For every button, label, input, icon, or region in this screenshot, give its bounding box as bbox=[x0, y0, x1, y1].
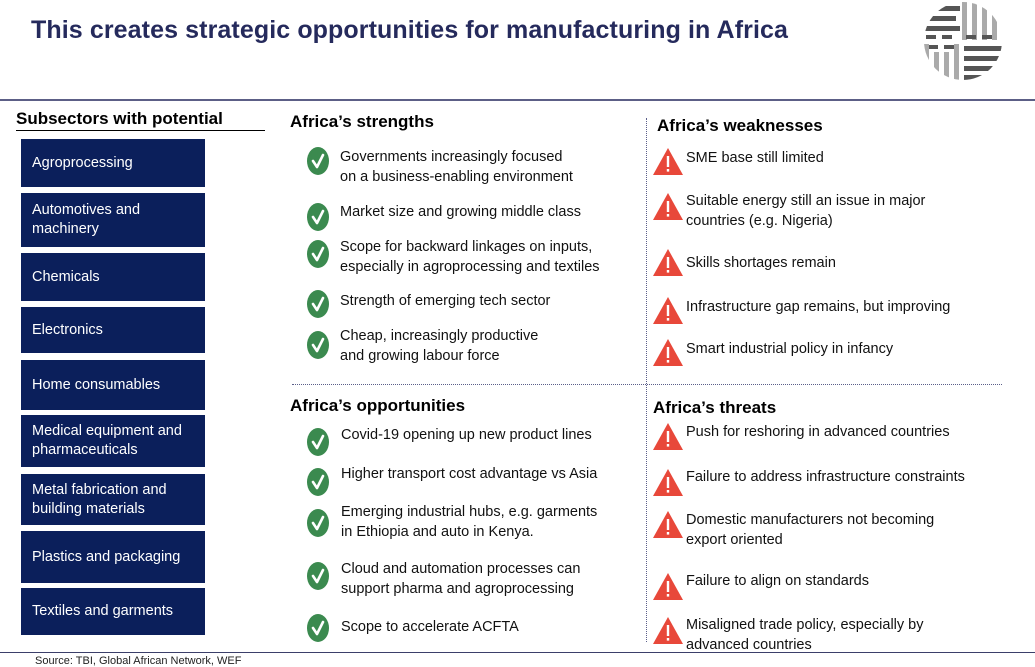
subsector-label: Metal fabrication and building materials bbox=[32, 481, 167, 517]
opportunity-line: Covid-19 opening up new product lines bbox=[341, 427, 592, 443]
threat-item: Failure to address infrastructure constr… bbox=[652, 468, 965, 498]
quadrant-vertical-divider bbox=[646, 118, 647, 642]
subsectors-heading: Subsectors with potential bbox=[16, 109, 265, 131]
subsector-label: Home consumables bbox=[32, 376, 161, 393]
check-circle-icon bbox=[307, 240, 329, 268]
subsector-box: Medical equipment and pharmaceuticals bbox=[21, 415, 205, 467]
subsector-label: Agroprocessing bbox=[32, 154, 133, 171]
warning-triangle-icon bbox=[653, 469, 683, 496]
quadrant-horizontal-divider bbox=[292, 384, 1002, 385]
subsector-label: Medical equipment and pharmaceuticals bbox=[32, 423, 182, 458]
threat-item: Misaligned trade policy, especially by ad… bbox=[652, 616, 924, 655]
page-title: This creates strategic opportunities for… bbox=[31, 16, 788, 44]
subsector-box: Electronics bbox=[21, 307, 205, 353]
strength-line: Governments increasingly focused bbox=[340, 149, 563, 165]
subsector-label: Electronics bbox=[32, 321, 103, 338]
opportunity-line: support pharma and agroprocessing bbox=[341, 580, 574, 597]
subsector-box: Plastics and packaging bbox=[21, 531, 205, 583]
warning-triangle-icon bbox=[653, 297, 683, 324]
threat-item: Push for reshoring in advanced countries bbox=[652, 422, 950, 452]
strength-line: Scope for backward linkages on inputs, bbox=[340, 239, 593, 255]
check-circle-icon bbox=[307, 147, 329, 175]
weakness-item: Suitable energy still an issue in major c… bbox=[652, 192, 925, 231]
warning-triangle-icon bbox=[653, 249, 683, 276]
opportunity-item: Covid-19 opening up new product lines bbox=[307, 427, 592, 456]
warning-triangle-icon bbox=[653, 193, 683, 220]
strength-line: and growing labour force bbox=[340, 347, 500, 364]
woven-circle-logo-icon bbox=[924, 2, 1002, 80]
strength-line: Market size and growing middle class bbox=[340, 204, 581, 220]
check-circle-icon bbox=[307, 428, 329, 456]
opportunity-item: Emerging industrial hubs, e.g. garments i… bbox=[307, 504, 597, 542]
warning-triangle-icon bbox=[653, 511, 683, 538]
weakness-item: SME base still limited bbox=[652, 147, 824, 177]
threat-line: Misaligned trade policy, especially by bbox=[686, 617, 924, 633]
weakness-item: Smart industrial policy in infancy bbox=[652, 338, 893, 368]
threat-line: advanced countries bbox=[686, 636, 812, 653]
footer-divider bbox=[0, 652, 1035, 653]
weakness-line: SME base still limited bbox=[686, 150, 824, 166]
strength-item: Scope for backward linkages on inputs, es… bbox=[307, 239, 600, 277]
warning-triangle-icon bbox=[653, 573, 683, 600]
weakness-line: countries (e.g. Nigeria) bbox=[686, 212, 833, 229]
warning-triangle-icon bbox=[653, 423, 683, 450]
check-circle-icon bbox=[307, 468, 329, 496]
strengths-heading: Africa’s strengths bbox=[290, 112, 434, 131]
warning-triangle-icon bbox=[653, 148, 683, 175]
source-note: Source: TBI, Global African Network, WEF bbox=[35, 655, 242, 667]
opportunity-line: Cloud and automation processes can bbox=[341, 561, 581, 577]
check-circle-icon bbox=[307, 509, 329, 537]
warning-triangle-icon bbox=[653, 617, 683, 644]
opportunity-line: Scope to accelerate ACFTA bbox=[341, 619, 519, 635]
threat-line: export oriented bbox=[686, 531, 783, 548]
subsector-label: Textiles and garments bbox=[32, 603, 174, 619]
strength-item: Governments increasingly focused on a bus… bbox=[307, 147, 573, 187]
strength-line: especially in agroprocessing and textile… bbox=[340, 258, 600, 275]
opportunity-item: Cloud and automation processes can suppor… bbox=[307, 561, 581, 599]
weaknesses-heading: Africa’s weaknesses bbox=[657, 116, 823, 135]
weakness-item: Skills shortages remain bbox=[652, 248, 836, 278]
strength-item: Cheap, increasingly productive and growin… bbox=[307, 328, 539, 366]
subsector-box: Home consumables bbox=[21, 360, 205, 410]
check-circle-icon bbox=[307, 562, 329, 590]
weakness-line: Infrastructure gap remains, but improvin… bbox=[686, 299, 951, 315]
weakness-line: Skills shortages remain bbox=[686, 255, 836, 271]
warning-triangle-icon bbox=[653, 339, 683, 366]
weakness-line: Suitable energy still an issue in major bbox=[686, 193, 926, 209]
check-circle-icon bbox=[307, 614, 329, 642]
weakness-item: Infrastructure gap remains, but improvin… bbox=[652, 296, 950, 326]
threats-heading: Africa’s threats bbox=[653, 398, 777, 417]
subsector-box: Agroprocessing bbox=[21, 139, 205, 187]
strength-line: on a business-enabling environment bbox=[340, 168, 573, 185]
subsector-box: Metal fabrication and building materials bbox=[21, 474, 205, 525]
threat-line: Domestic manufacturers not becoming bbox=[686, 512, 935, 528]
opportunity-line: Higher transport cost advantage vs Asia bbox=[341, 466, 598, 482]
strength-line: Strength of emerging tech sector bbox=[340, 293, 551, 309]
subsector-box: Automotives and machinery bbox=[21, 193, 205, 247]
subsector-label: Automotives and machinery bbox=[32, 202, 141, 237]
check-circle-icon bbox=[307, 203, 329, 231]
opportunity-line: Emerging industrial hubs, e.g. garments bbox=[341, 504, 598, 520]
subsector-box: Textiles and garments bbox=[21, 588, 205, 635]
strength-line: Cheap, increasingly productive bbox=[340, 328, 539, 344]
subsector-label: Chemicals bbox=[32, 268, 100, 285]
subsector-label: Plastics and packaging bbox=[32, 548, 181, 565]
threat-item: Failure to align on standards bbox=[652, 572, 869, 602]
strength-item: Market size and growing middle class bbox=[307, 203, 581, 231]
threat-line: Push for reshoring in advanced countries bbox=[686, 424, 950, 440]
weakness-line: Smart industrial policy in infancy bbox=[686, 341, 894, 357]
header-divider bbox=[0, 99, 1035, 101]
strength-item: Strength of emerging tech sector bbox=[307, 290, 550, 318]
opportunities-heading: Africa’s opportunities bbox=[290, 396, 466, 415]
threat-line: Failure to address infrastructure constr… bbox=[686, 469, 965, 485]
subsector-box: Chemicals bbox=[21, 253, 205, 301]
opportunity-item: Higher transport cost advantage vs Asia bbox=[307, 466, 598, 496]
opportunity-item: Scope to accelerate ACFTA bbox=[307, 614, 519, 642]
opportunity-line: in Ethiopia and auto in Kenya. bbox=[341, 523, 534, 540]
check-circle-icon bbox=[307, 290, 329, 318]
threat-line: Failure to align on standards bbox=[686, 573, 869, 589]
check-circle-icon bbox=[307, 331, 329, 359]
threat-item: Domestic manufacturers not becoming expor… bbox=[652, 510, 934, 550]
